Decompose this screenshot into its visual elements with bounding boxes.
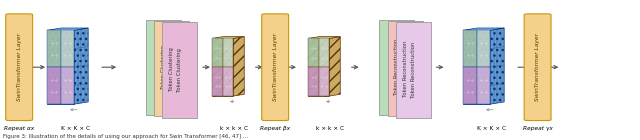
Text: SwinTransformer Layer: SwinTransformer Layer: [17, 33, 22, 101]
Polygon shape: [308, 38, 319, 67]
Text: Repeat βx: Repeat βx: [260, 126, 291, 131]
FancyBboxPatch shape: [262, 14, 289, 121]
FancyBboxPatch shape: [380, 20, 415, 115]
Text: k × k × C: k × k × C: [220, 126, 248, 131]
Polygon shape: [212, 38, 233, 96]
Text: Token Reconstruction: Token Reconstruction: [394, 39, 399, 95]
Text: Token Clustering: Token Clustering: [177, 48, 182, 92]
Polygon shape: [329, 37, 340, 96]
Polygon shape: [463, 30, 490, 104]
Polygon shape: [233, 37, 244, 96]
Text: SwinTransformer Layer: SwinTransformer Layer: [535, 33, 540, 101]
Polygon shape: [477, 30, 490, 67]
Polygon shape: [319, 38, 329, 67]
Polygon shape: [212, 38, 223, 67]
FancyBboxPatch shape: [154, 21, 189, 116]
Text: Token Reconstruction: Token Reconstruction: [411, 42, 416, 98]
Polygon shape: [477, 67, 490, 104]
Polygon shape: [61, 67, 74, 104]
FancyBboxPatch shape: [163, 22, 197, 118]
Polygon shape: [463, 28, 504, 30]
Polygon shape: [223, 67, 233, 96]
Text: SwinTransformer Layer: SwinTransformer Layer: [273, 33, 278, 101]
FancyBboxPatch shape: [146, 20, 181, 115]
Polygon shape: [212, 37, 244, 38]
Text: Repeat αx: Repeat αx: [4, 126, 35, 131]
FancyBboxPatch shape: [396, 22, 431, 118]
Polygon shape: [47, 28, 88, 30]
Text: Figure 3: Illustration of the details of using our approach for Swin Transformer: Figure 3: Illustration of the details of…: [3, 134, 248, 139]
FancyBboxPatch shape: [524, 14, 551, 121]
Polygon shape: [74, 28, 88, 104]
Text: Token Clustering: Token Clustering: [169, 47, 174, 91]
Polygon shape: [223, 38, 233, 67]
Text: k × k × C: k × k × C: [316, 126, 344, 131]
Polygon shape: [61, 30, 74, 67]
Polygon shape: [308, 67, 319, 96]
Polygon shape: [463, 67, 477, 104]
Polygon shape: [47, 30, 61, 67]
Text: K × K × C: K × K × C: [61, 126, 90, 131]
Polygon shape: [463, 30, 477, 67]
Polygon shape: [490, 28, 504, 104]
Polygon shape: [319, 67, 329, 96]
Text: Token Reconstruction: Token Reconstruction: [403, 40, 408, 97]
FancyBboxPatch shape: [388, 21, 423, 116]
Polygon shape: [308, 38, 329, 96]
Polygon shape: [212, 67, 223, 96]
Text: K × K × C: K × K × C: [477, 126, 506, 131]
Polygon shape: [47, 67, 61, 104]
Text: Repeat γx: Repeat γx: [523, 126, 552, 131]
FancyBboxPatch shape: [6, 14, 33, 121]
Polygon shape: [47, 30, 74, 104]
Text: Token Clustering: Token Clustering: [161, 45, 166, 89]
Polygon shape: [308, 37, 340, 38]
